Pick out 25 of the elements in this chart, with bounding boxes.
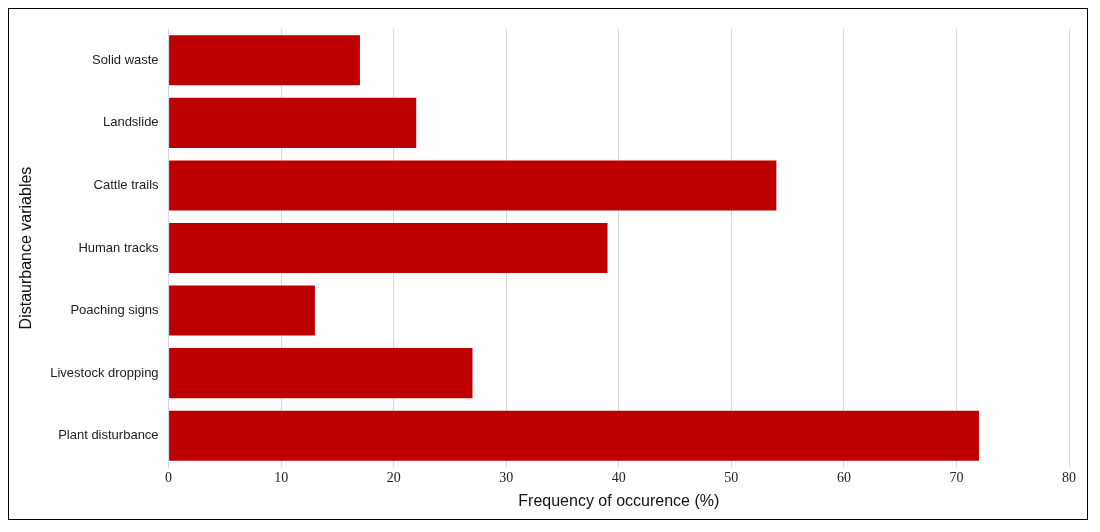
- x-tick-label: 0: [165, 470, 173, 486]
- y-axis-title: Distaurbance variables: [17, 166, 35, 330]
- x-tick-label: 10: [274, 470, 289, 486]
- bar: [169, 410, 979, 461]
- x-tick-label: 60: [836, 470, 851, 486]
- x-tick-label: 20: [386, 470, 401, 486]
- y-tick-label: Plant disturbance: [58, 427, 159, 443]
- x-tick-label: 50: [724, 470, 739, 486]
- x-tick-label: 40: [611, 470, 626, 486]
- bar: [169, 285, 315, 336]
- y-tick-label: Landslide: [102, 114, 159, 130]
- x-tick-label: 70: [949, 470, 964, 486]
- y-tick-label: Cattle trails: [93, 177, 160, 193]
- bar: [169, 160, 777, 211]
- bar: [169, 348, 473, 399]
- bar: [169, 222, 608, 274]
- x-tick-label: 80: [1062, 470, 1076, 486]
- x-tick-label: 30: [499, 470, 514, 486]
- y-tick-label: Livestock dropping: [50, 364, 159, 380]
- y-tick-label: Poaching signs: [70, 302, 160, 318]
- y-tick-label: Solid waste: [92, 51, 159, 67]
- y-tick-label: Human tracks: [78, 239, 160, 255]
- x-axis-title: Frequency of occurence (%): [518, 491, 720, 509]
- bar: [169, 35, 360, 86]
- bar: [169, 97, 417, 148]
